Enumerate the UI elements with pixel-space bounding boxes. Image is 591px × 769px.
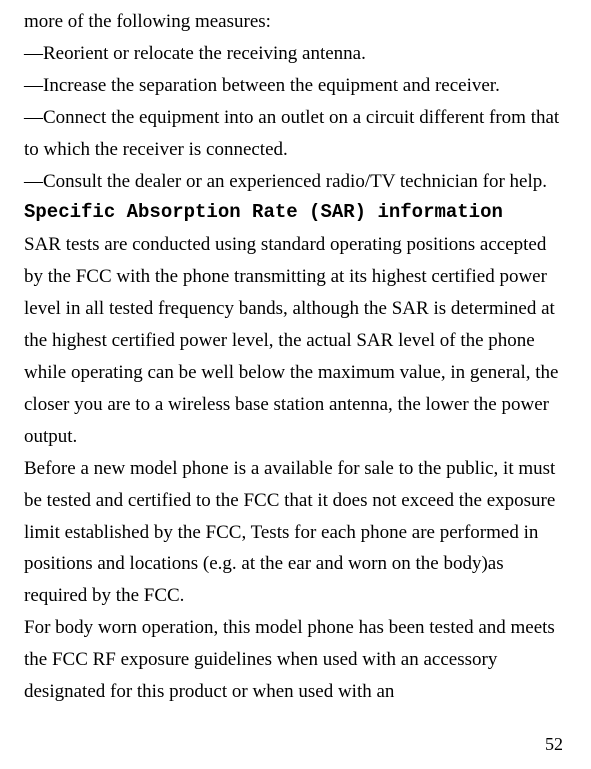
sar-paragraph-1: SAR tests are conducted using standard o…	[24, 229, 567, 452]
page-number: 52	[545, 734, 563, 755]
sar-paragraph-3: For body worn operation, this model phon…	[24, 612, 567, 708]
bullet-3: —Connect the equipment into an outlet on…	[24, 102, 567, 166]
page-body: more of the following measures: —Reorien…	[24, 6, 567, 708]
bullet-4: —Consult the dealer or an experienced ra…	[24, 166, 567, 198]
sar-heading: Specific Absorption Rate (SAR) informati…	[24, 197, 567, 229]
bullet-2: —Increase the separation between the equ…	[24, 70, 567, 102]
sar-paragraph-2: Before a new model phone is a available …	[24, 453, 567, 613]
bullet-1: —Reorient or relocate the receiving ante…	[24, 38, 567, 70]
intro-line: more of the following measures:	[24, 6, 567, 38]
